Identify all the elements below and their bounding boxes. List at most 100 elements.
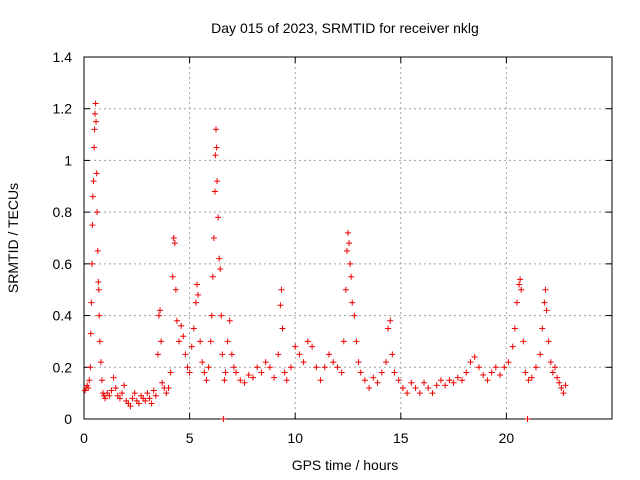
data-point — [505, 359, 512, 366]
data-point — [387, 317, 394, 324]
data-point — [82, 387, 89, 394]
data-point — [357, 369, 364, 376]
data-point — [395, 377, 402, 384]
data-point — [205, 364, 212, 371]
data-point — [219, 351, 226, 358]
data-point — [547, 359, 554, 366]
data-point — [292, 343, 299, 350]
data-point — [178, 322, 185, 329]
data-point — [212, 152, 219, 159]
data-point — [215, 214, 222, 221]
data-point — [90, 178, 97, 185]
data-point — [89, 260, 96, 267]
data-point — [330, 359, 337, 366]
data-point — [218, 312, 225, 319]
data-point — [121, 382, 128, 389]
data-point — [173, 317, 180, 324]
data-point — [249, 374, 256, 381]
data-point — [180, 333, 187, 340]
data-point — [152, 392, 159, 399]
data-point — [176, 338, 183, 345]
data-point — [96, 312, 103, 319]
data-point — [560, 390, 567, 397]
data-point — [217, 266, 224, 273]
data-point — [106, 392, 113, 399]
data-point — [549, 369, 556, 376]
data-point — [343, 247, 350, 254]
data-point — [245, 372, 252, 379]
data-point — [97, 359, 104, 366]
data-point — [304, 338, 311, 345]
data-point — [228, 351, 235, 358]
data-point — [112, 384, 119, 391]
data-point — [543, 307, 550, 314]
data-point — [539, 325, 546, 332]
data-point — [509, 343, 516, 350]
data-point — [281, 369, 288, 376]
data-point — [92, 100, 99, 107]
data-point — [188, 343, 195, 350]
data-point — [361, 377, 368, 384]
data-point — [349, 299, 356, 306]
data-point — [556, 379, 563, 386]
data-point — [296, 351, 303, 358]
data-point — [172, 286, 179, 293]
data-point — [213, 144, 220, 151]
data-point — [127, 403, 134, 410]
data-point — [275, 351, 282, 358]
data-point — [91, 126, 98, 133]
x-tick-label: 5 — [186, 430, 194, 446]
data-point — [209, 273, 216, 280]
x-axis-label: GPS time / hours — [292, 457, 399, 473]
data-point — [192, 299, 199, 306]
data-point — [93, 118, 100, 125]
data-point — [277, 302, 284, 309]
data-point — [87, 330, 94, 337]
data-point — [433, 382, 440, 389]
data-point — [520, 338, 527, 345]
data-point — [497, 372, 504, 379]
x-tick-label: 20 — [499, 430, 515, 446]
x-tick-label: 10 — [287, 430, 303, 446]
data-point — [119, 390, 126, 397]
data-point — [129, 395, 136, 402]
data-point — [171, 240, 178, 247]
data-point — [408, 379, 415, 386]
data-point — [522, 369, 529, 376]
data-point — [412, 384, 419, 391]
data-point — [98, 377, 105, 384]
data-point — [193, 281, 200, 288]
plot-frame — [83, 56, 613, 420]
data-point — [542, 286, 549, 293]
data-point — [148, 400, 155, 407]
data-point — [87, 364, 94, 371]
data-point — [488, 369, 495, 376]
data-point — [391, 369, 398, 376]
data-point — [211, 188, 218, 195]
data-point — [96, 338, 103, 345]
y-tick-label: 0.8 — [53, 204, 73, 220]
data-point — [159, 379, 166, 386]
data-point — [325, 351, 332, 358]
data-point — [517, 276, 524, 283]
points — [82, 100, 569, 422]
data-point — [201, 369, 208, 376]
data-point — [142, 397, 149, 404]
data-point — [233, 369, 240, 376]
data-point — [146, 395, 153, 402]
data-point — [95, 286, 102, 293]
data-point — [532, 364, 539, 371]
data-point — [93, 170, 100, 177]
y-tick-label: 1.2 — [53, 101, 73, 117]
data-point — [558, 384, 565, 391]
data-point — [300, 359, 307, 366]
y-tick-label: 0.6 — [53, 256, 73, 272]
data-point — [370, 374, 377, 381]
data-point — [89, 222, 96, 229]
data-point — [258, 369, 265, 376]
data-point — [271, 374, 278, 381]
data-point — [446, 377, 453, 384]
data-point — [480, 372, 487, 379]
data-point — [492, 364, 499, 371]
